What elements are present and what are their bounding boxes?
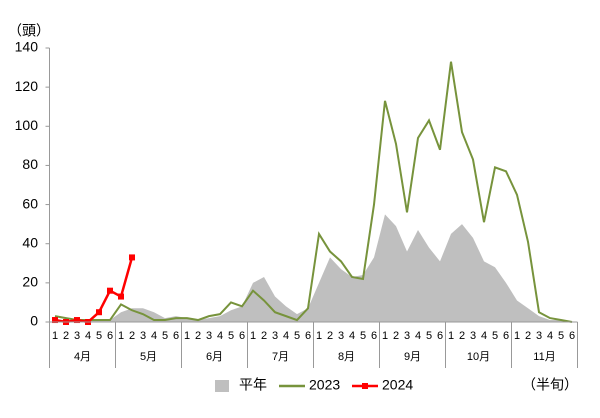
x-tick-label: 2 <box>195 330 201 342</box>
group-label: 4月 <box>74 351 91 363</box>
x-tick-label: 1 <box>250 330 256 342</box>
x-tick-label: 3 <box>74 330 80 342</box>
x-tick-label: 2 <box>327 330 333 342</box>
y-tick-label: 100 <box>15 117 39 133</box>
legend-marker <box>362 383 368 389</box>
y-axis-label: （頭） <box>8 23 50 39</box>
x-tick-label: 6 <box>371 330 377 342</box>
y-tick-label: 20 <box>22 274 38 290</box>
x-tick-label: 6 <box>569 330 575 342</box>
legend-swatch <box>215 380 229 392</box>
x-tick-label: 1 <box>448 330 454 342</box>
x-tick-label: 4 <box>85 330 91 342</box>
x-tick-label: 6 <box>305 330 311 342</box>
group-label: 8月 <box>338 351 355 363</box>
legend-label: 平年 <box>239 377 267 393</box>
y-tick-label: 120 <box>15 78 39 94</box>
x-tick-label: 3 <box>206 330 212 342</box>
x-tick-label: 6 <box>107 330 113 342</box>
y-tick-label: 60 <box>22 195 38 211</box>
x-tick-label: 5 <box>228 330 234 342</box>
marker <box>74 317 80 324</box>
x-tick-label: 2 <box>261 330 267 342</box>
x-tick-label: 4 <box>151 330 157 342</box>
x-tick-label: 1 <box>514 330 520 342</box>
x-tick-label: 4 <box>547 330 553 342</box>
y-tick-label: 80 <box>22 156 38 172</box>
y-tick-label: 140 <box>15 39 39 55</box>
x-tick-label: 4 <box>415 330 421 342</box>
x-tick-label: 5 <box>294 330 300 342</box>
x-tick-label: 3 <box>140 330 146 342</box>
x-tick-label: 5 <box>426 330 432 342</box>
group-label: 7月 <box>272 351 289 363</box>
x-tick-label: 6 <box>503 330 509 342</box>
line <box>54 257 134 324</box>
x-tick-label: 4 <box>283 330 289 342</box>
x-tick-label: 4 <box>349 330 355 342</box>
x-axis-label: （半旬） <box>522 377 578 393</box>
marker <box>107 287 113 294</box>
x-tick-label: 6 <box>437 330 443 342</box>
x-tick-label: 2 <box>525 330 531 342</box>
x-tick-label: 3 <box>536 330 542 342</box>
marker <box>129 254 135 261</box>
x-tick-label: 1 <box>52 330 58 342</box>
marker <box>96 309 102 316</box>
legend-label: 2024 <box>382 377 413 393</box>
x-tick-label: 1 <box>184 330 190 342</box>
x-tick-label: 5 <box>492 330 498 342</box>
x-tick-label: 2 <box>459 330 465 342</box>
x-tick-label: 3 <box>404 330 410 342</box>
x-tick-label: 2 <box>129 330 135 342</box>
group-label: 11月 <box>533 351 555 363</box>
x-tick-label: 5 <box>558 330 564 342</box>
x-tick-label: 3 <box>338 330 344 342</box>
legend-label: 2023 <box>309 377 340 393</box>
x-tick-label: 6 <box>173 330 179 342</box>
area <box>55 214 572 322</box>
x-tick-label: 3 <box>470 330 476 342</box>
group-label: 6月 <box>206 351 223 363</box>
group-label: 5月 <box>140 351 157 363</box>
group-label: 9月 <box>404 351 421 363</box>
marker <box>118 293 124 300</box>
x-tick-label: 4 <box>217 330 223 342</box>
x-tick-label: 2 <box>63 330 69 342</box>
y-tick-label: 40 <box>22 234 38 250</box>
x-tick-label: 4 <box>481 330 487 342</box>
line <box>54 61 573 323</box>
group-label: 10月 <box>467 351 490 363</box>
x-tick-label: 1 <box>382 330 388 342</box>
x-tick-label: 5 <box>360 330 366 342</box>
y-tick-label: 0 <box>30 313 38 329</box>
marker <box>52 317 58 324</box>
x-tick-label: 1 <box>118 330 124 342</box>
x-tick-label: 3 <box>272 330 278 342</box>
x-tick-label: 2 <box>393 330 399 342</box>
x-tick-label: 1 <box>316 330 322 342</box>
x-tick-label: 6 <box>239 330 245 342</box>
x-tick-label: 5 <box>96 330 102 342</box>
x-tick-label: 5 <box>162 330 168 342</box>
